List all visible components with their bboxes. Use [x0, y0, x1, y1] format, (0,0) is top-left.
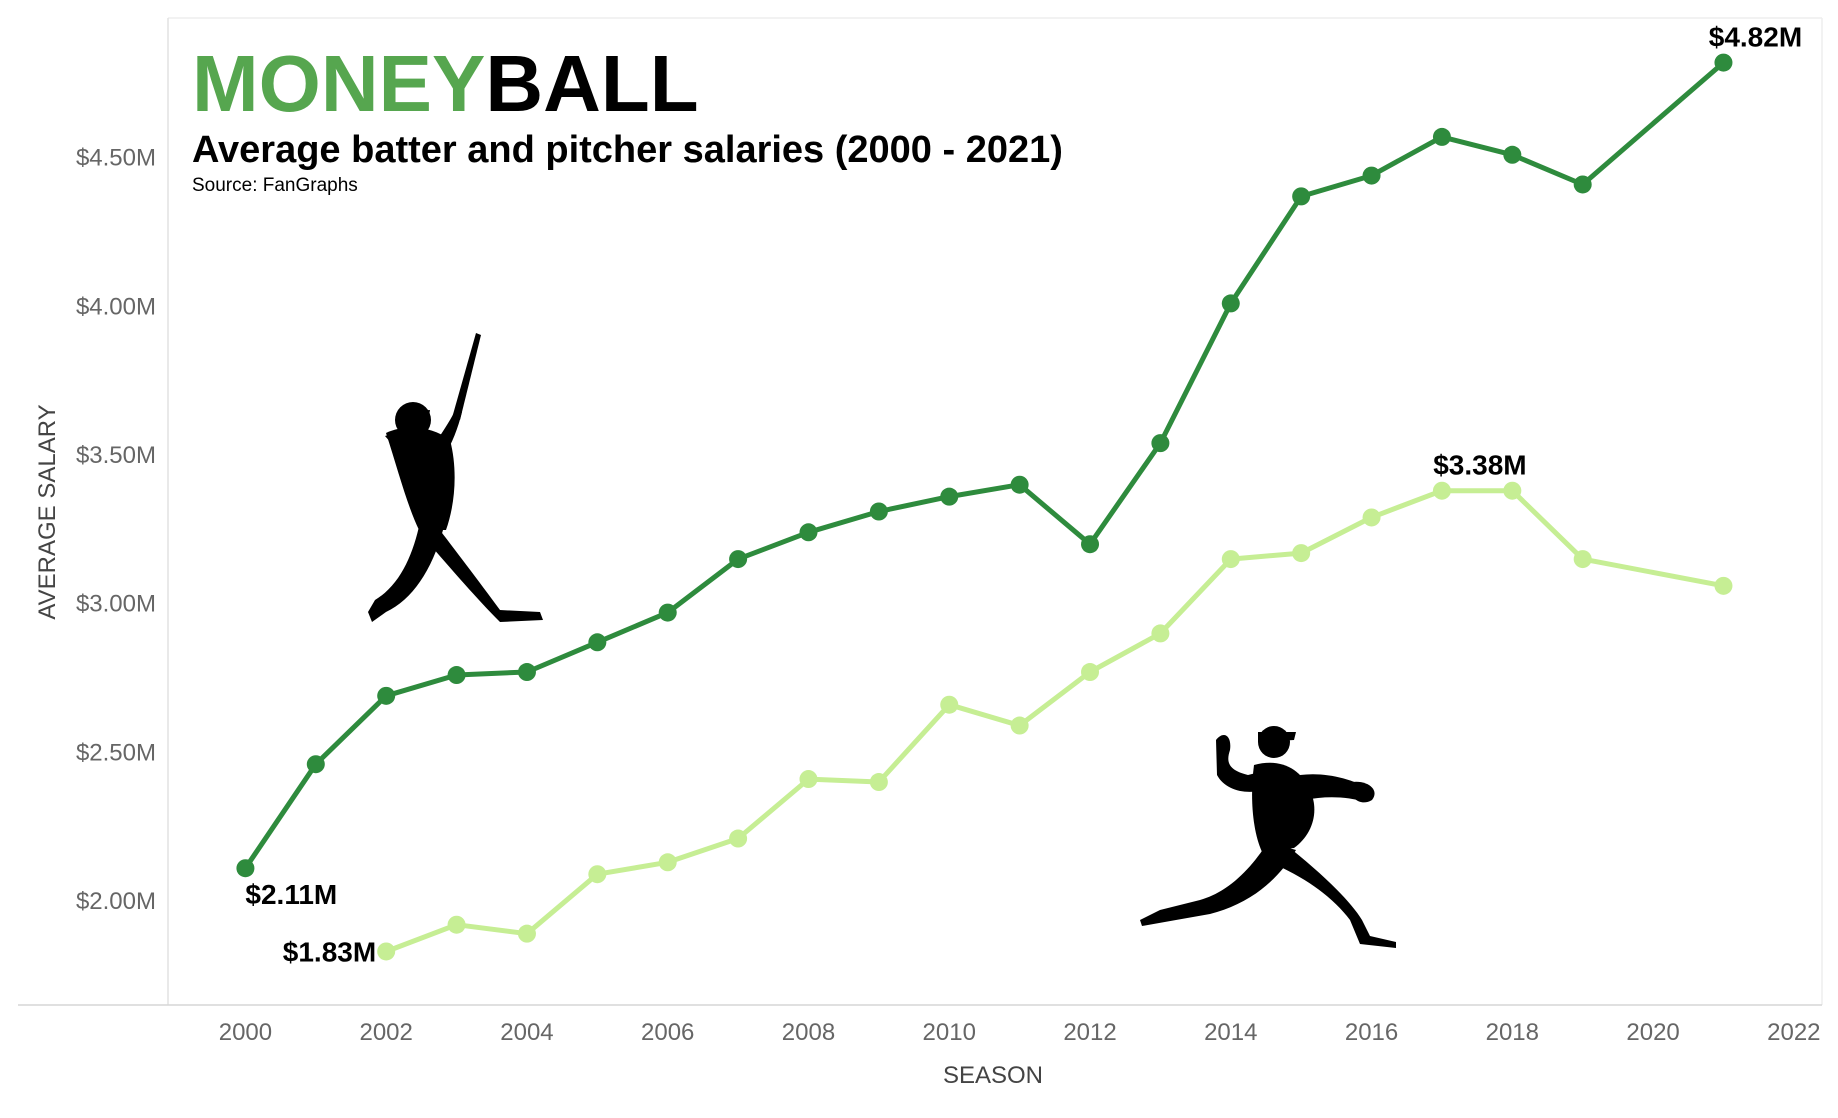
chart-title: MONEYBALL: [192, 39, 699, 128]
data-label: $1.83M: [283, 936, 376, 967]
batter-point: [447, 666, 466, 685]
y-tick-label: $3.00M: [76, 591, 156, 618]
batter-point: [517, 663, 536, 682]
batter-point: [1081, 535, 1100, 554]
source-note: Source: FanGraphs: [192, 175, 358, 196]
data-label: $3.38M: [1433, 450, 1526, 481]
pitcher-point: [588, 865, 607, 884]
series-layer: [236, 53, 1733, 961]
pitcher-point: [1432, 481, 1451, 500]
y-tick-label: $4.00M: [76, 293, 156, 320]
pitcher-point: [1081, 663, 1100, 682]
batter-point: [377, 686, 396, 705]
pitcher-point: [447, 915, 466, 934]
x-axis-title: SEASON: [943, 1062, 1043, 1089]
x-tick-label: 2018: [1486, 1019, 1539, 1046]
y-tick-label: $2.50M: [76, 739, 156, 766]
x-tick-label: 2020: [1626, 1019, 1679, 1046]
batter-point: [869, 502, 888, 521]
pitcher-point: [1151, 624, 1170, 643]
batter-point: [1362, 166, 1381, 185]
y-tick-label: $4.50M: [76, 145, 156, 172]
x-tick-label: 2014: [1204, 1019, 1257, 1046]
x-tick-label: 2010: [923, 1019, 976, 1046]
chart-subtitle: Average batter and pitcher salaries (200…: [192, 129, 1063, 171]
y-tick-label: $2.00M: [76, 888, 156, 915]
batter-point: [1503, 145, 1522, 164]
pitcher-silhouette-icon: [1140, 726, 1396, 948]
batter-point: [940, 487, 959, 506]
pitcher-point: [729, 829, 748, 848]
pitcher-point: [1010, 716, 1029, 735]
pitcher-point: [1292, 544, 1311, 563]
pitcher-point: [1221, 550, 1240, 569]
x-axis-ticks: 2000 2002 2004 2006 2008 2010 2012 2014 2016 2018…: [219, 1019, 1821, 1046]
pitcher-point: [1714, 576, 1733, 595]
batter-point: [1292, 187, 1311, 206]
batter-point: [1432, 127, 1451, 146]
pitcher-point: [1573, 550, 1592, 569]
x-tick-label: 2006: [641, 1019, 694, 1046]
batter-point: [799, 523, 818, 542]
batter-point: [1221, 294, 1240, 313]
batter-point: [658, 603, 677, 622]
pitcher-point: [1503, 481, 1522, 500]
x-tick-label: 2002: [359, 1019, 412, 1046]
pitcher-series-line: [383, 488, 1726, 954]
x-tick-label: 2004: [500, 1019, 553, 1046]
pitcher-point: [869, 773, 888, 792]
pitcher-point: [940, 695, 959, 714]
batter-point: [588, 633, 607, 652]
x-tick-label: 2012: [1063, 1019, 1116, 1046]
batter-point: [236, 859, 255, 878]
batter-silhouette-icon: [368, 333, 543, 622]
pitcher-point: [799, 770, 818, 789]
pitcher-point: [1362, 508, 1381, 527]
batter-point: [1714, 53, 1733, 72]
title-main-part: BALL: [485, 39, 698, 128]
data-label: $4.82M: [1709, 22, 1802, 53]
x-tick-label: 2000: [219, 1019, 272, 1046]
x-tick-label: 2016: [1345, 1019, 1398, 1046]
pitcher-point: [377, 942, 396, 961]
y-axis-ticks: $2.00M $2.50M $3.00M $3.50M $4.00M $4.50M: [76, 145, 156, 915]
annotation-layer: $4.82M $3.38M $2.11M $1.83M: [245, 22, 1802, 968]
pitcher-point: [517, 924, 536, 943]
x-tick-label: 2022: [1767, 1019, 1820, 1046]
y-tick-label: $3.50M: [76, 442, 156, 469]
batter-point: [306, 755, 325, 774]
x-tick-label: 2008: [782, 1019, 835, 1046]
title-accent-part: MONEY: [192, 39, 485, 128]
batter-point: [1010, 475, 1029, 494]
batter-point: [729, 550, 748, 569]
batter-point: [1151, 434, 1170, 453]
pitcher-point: [658, 853, 677, 872]
batter-point: [1573, 175, 1592, 194]
data-label: $2.11M: [245, 879, 337, 910]
y-axis-title: AVERAGE SALARY: [34, 404, 61, 619]
